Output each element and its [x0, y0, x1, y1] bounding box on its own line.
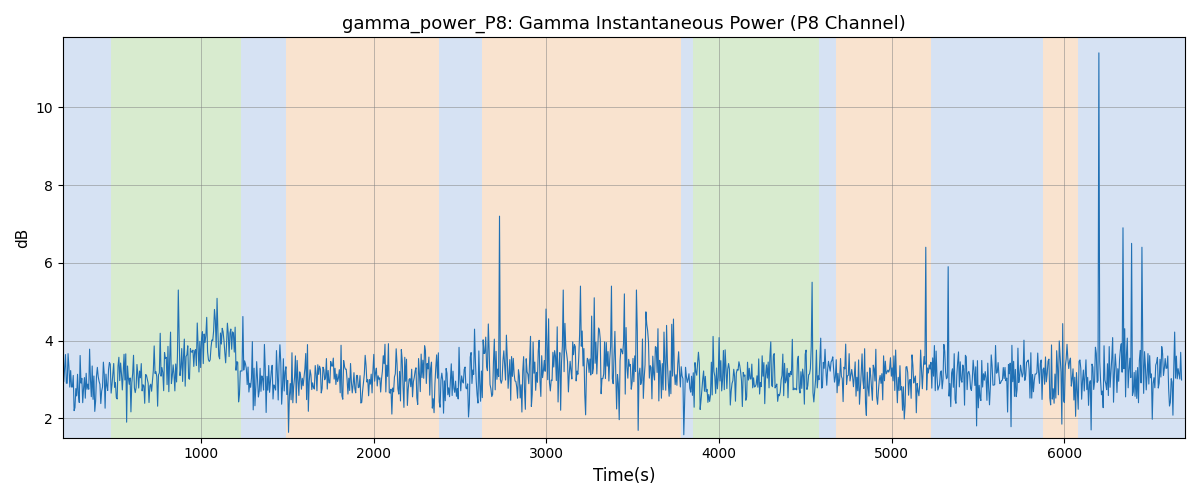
Bar	[241, 38, 286, 438]
Bar	[680, 38, 694, 438]
Bar	[836, 38, 931, 438]
Bar	[112, 38, 241, 438]
Bar	[742, 38, 820, 438]
Y-axis label: dB: dB	[16, 228, 30, 248]
Bar	[1078, 38, 1186, 438]
Bar	[62, 38, 112, 438]
Bar	[286, 38, 439, 438]
Bar	[439, 38, 482, 438]
X-axis label: Time(s): Time(s)	[593, 467, 655, 485]
Bar	[482, 38, 680, 438]
Bar	[820, 38, 836, 438]
Bar	[931, 38, 1044, 438]
Bar	[1044, 38, 1078, 438]
Bar	[694, 38, 742, 438]
Title: gamma_power_P8: Gamma Instantaneous Power (P8 Channel): gamma_power_P8: Gamma Instantaneous Powe…	[342, 15, 906, 34]
